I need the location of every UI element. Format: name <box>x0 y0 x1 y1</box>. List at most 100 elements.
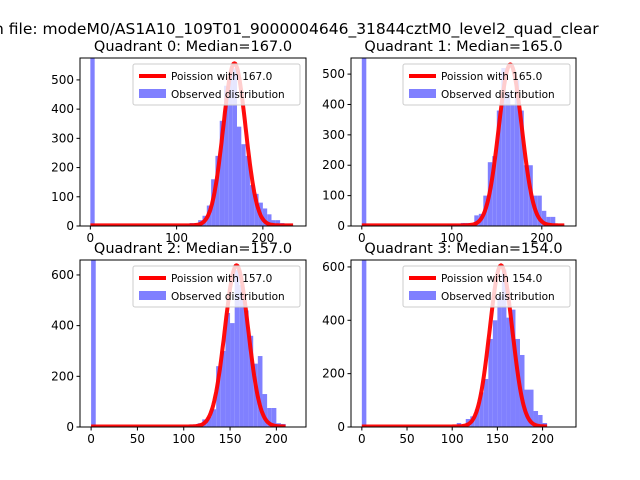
y-tick-label: 600 <box>322 260 345 274</box>
histogram-bar <box>496 110 502 226</box>
y-tick-label: 400 <box>51 102 74 116</box>
histogram-bar <box>474 215 479 226</box>
histogram-bar <box>546 216 551 226</box>
histogram-bar <box>541 210 547 226</box>
subplot-title: Quadrant 3: Median=154.0 <box>364 241 562 257</box>
histogram-bar <box>510 309 516 427</box>
legend-observed-swatch <box>409 291 436 300</box>
histogram-bar <box>271 407 277 427</box>
x-tick-label: 150 <box>219 432 242 446</box>
histogram-bar <box>225 312 231 427</box>
histogram-bar <box>479 392 484 427</box>
subplot-quadrant-0: 0 100 200 0 100 200 300 400 500 Quadrant 0: Media… <box>51 39 307 245</box>
histogram-bar <box>254 193 259 226</box>
x-tick-label: 200 <box>265 432 288 446</box>
histogram-bar <box>519 110 524 226</box>
legend-observed-label: Observed distribution <box>441 89 555 101</box>
histogram-bar <box>248 335 254 427</box>
legend-poisson-label: Poission with 167.0 <box>171 71 272 83</box>
legend-poisson-label: Poission with 165.0 <box>441 71 542 83</box>
x-tick-label: 0 <box>87 432 95 446</box>
poisson-curve <box>89 61 295 226</box>
subplot-title: Quadrant 0: Median=167.0 <box>94 39 292 55</box>
legend-observed-label: Observed distribution <box>171 291 285 303</box>
histogram-bar <box>215 155 220 226</box>
histogram-bar <box>245 155 250 226</box>
x-tick-label: 200 <box>531 432 554 446</box>
histogram-bar <box>230 323 235 427</box>
legend: Poission with 154.0 Observed distribution <box>402 265 571 308</box>
y-tick-label: 100 <box>51 190 74 204</box>
histogram-bar <box>529 389 534 427</box>
histogram-bar <box>90 58 95 226</box>
legend-observed-label: Observed distribution <box>441 291 555 303</box>
x-tick-label: 0 <box>358 432 366 446</box>
y-tick-label: 0 <box>66 420 74 434</box>
histogram-bar <box>232 68 237 226</box>
histogram-bar <box>275 220 281 226</box>
x-tick-label: 100 <box>440 231 463 245</box>
histogram-bar <box>243 310 249 427</box>
histogram-bar <box>262 208 268 226</box>
histogram-bar <box>211 409 217 427</box>
legend-observed-swatch <box>139 89 166 98</box>
histogram-bar <box>488 338 493 427</box>
histogram-bar <box>497 296 502 427</box>
histogram-bar <box>241 144 246 226</box>
y-tick-label: 400 <box>322 313 345 327</box>
x-tick-label: 50 <box>130 432 145 446</box>
histogram-bar <box>533 410 539 427</box>
y-tick-label: 500 <box>322 67 345 81</box>
legend-poisson-label: Poission with 157.0 <box>171 273 272 285</box>
histogram-bar <box>236 126 242 226</box>
axes-frame <box>350 259 577 428</box>
y-tick-label: 400 <box>51 319 74 333</box>
histogram-bar <box>234 269 240 427</box>
figure-suptitle: n file: modeM0/AS1A10_109T01_9000004646_… <box>0 20 599 39</box>
histogram-bar <box>361 58 367 226</box>
histogram-bar <box>537 195 542 226</box>
poisson-curve <box>360 62 566 226</box>
x-tick-label: 100 <box>172 432 195 446</box>
y-tick-label: 400 <box>322 97 345 111</box>
x-tick-label: 150 <box>486 432 509 446</box>
y-tick-label: 300 <box>322 128 345 142</box>
histogram-bar <box>239 285 244 427</box>
axes-frame <box>350 57 577 227</box>
histogram-bar <box>550 216 556 226</box>
histogram-bar <box>524 389 530 427</box>
axes-frame <box>79 57 307 227</box>
histogram-bar <box>267 214 272 226</box>
subplot-title: Quadrant 2: Median=157.0 <box>94 241 292 257</box>
y-tick-label: 200 <box>51 369 74 383</box>
y-tick-label: 300 <box>51 131 74 145</box>
y-tick-label: 200 <box>322 158 345 172</box>
histogram-bar <box>206 416 212 427</box>
histogram-bar <box>249 185 255 226</box>
histogram-bar <box>216 366 221 427</box>
x-tick-label: 0 <box>358 231 366 245</box>
subplot-quadrant-2: 0 50 100 150 200 0 200 400 600 Quadrant 2: Median… <box>51 241 307 446</box>
legend: Poission with 165.0 Observed distribution <box>402 63 571 106</box>
y-tick-label: 200 <box>322 367 345 381</box>
histogram-bar <box>506 317 511 427</box>
x-tick-label: 200 <box>251 231 274 245</box>
histogram-bar <box>267 407 272 427</box>
x-tick-label: 50 <box>399 432 414 446</box>
histogram-bar <box>224 85 229 226</box>
histogram-bar <box>492 320 498 427</box>
x-tick-label: 200 <box>530 231 553 245</box>
y-tick-label: 0 <box>337 420 345 434</box>
legend: Poission with 157.0 Observed distribution <box>132 265 301 308</box>
y-tick-label: 0 <box>337 219 345 233</box>
y-tick-label: 100 <box>322 189 345 203</box>
histogram-bar <box>514 80 520 226</box>
histogram-bar <box>257 356 263 427</box>
axes-frame <box>79 259 307 428</box>
histogram-bar <box>220 350 226 427</box>
histogram-bar <box>538 414 543 427</box>
histogram-bar <box>510 104 515 226</box>
x-tick-label: 100 <box>165 231 188 245</box>
histogram-bar <box>262 394 268 427</box>
